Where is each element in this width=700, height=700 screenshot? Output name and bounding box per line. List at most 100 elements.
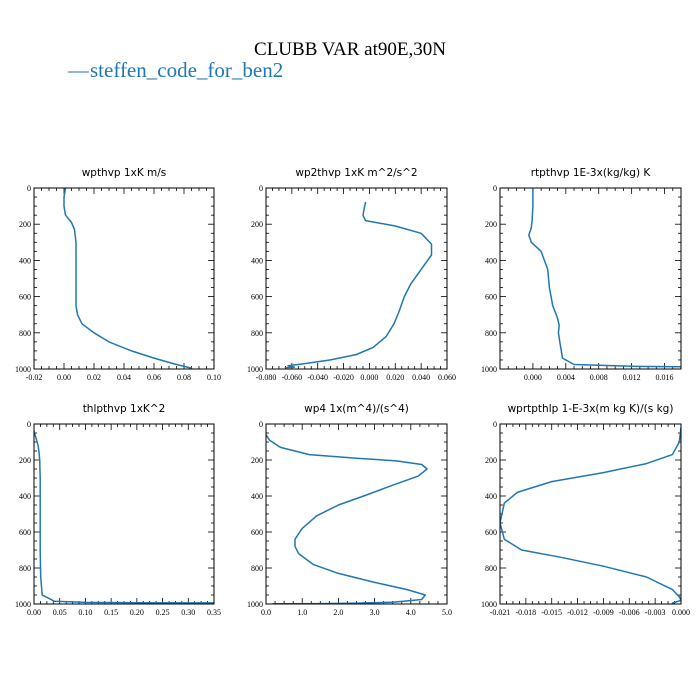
plot-frame — [33, 187, 215, 370]
panel-1: wpthvp 1xK m/s -0.02 0.00 0.02 0.04 0.06 0.08 0… — [15, 167, 221, 382]
panel-title: wpthvp 1xK m/s — [82, 167, 167, 179]
x-tick-label: 0.08 — [177, 373, 191, 382]
panel-2: wp2thvp 1xK m^2/s^2 -0.080 -0.060 -0.040 -0.… — [247, 167, 456, 382]
series-line-1 — [266, 434, 428, 604]
x-tick-label: 0.016 — [656, 373, 674, 382]
x-tick-label: 3.0 — [370, 608, 380, 617]
y-tick-label: 200 — [485, 456, 497, 465]
x-tick-label: 0.000 — [672, 608, 690, 617]
x-tick-label: 0.0 — [261, 608, 271, 617]
y-tick-label: 0 — [27, 420, 31, 429]
x-tick-label: 0.008 — [590, 373, 608, 382]
y-tick-label: 0 — [493, 184, 497, 193]
y-tick-label: 400 — [19, 256, 31, 265]
x-tick-label: 0.35 — [207, 608, 221, 617]
panel-3: rtpthvp 1E-3x(kg/kg) K 0.000 0.004 0.008 0.0… — [481, 167, 682, 382]
x-tick-label: -0.020 — [333, 373, 354, 382]
x-tick-label: 0.10 — [207, 373, 221, 382]
plot-frame — [499, 423, 682, 605]
y-tick-label: 400 — [251, 256, 263, 265]
y-tick-label: 1000 — [481, 365, 497, 374]
x-tick-label: -0.006 — [619, 608, 640, 617]
y-tick-label: 1000 — [481, 600, 497, 609]
x-tick-label: 0.020 — [386, 373, 404, 382]
y-tick-label: 600 — [485, 528, 497, 537]
y-tick-label: 200 — [251, 456, 263, 465]
x-tick-label: -0.015 — [541, 608, 562, 617]
x-tick-label: 0.30 — [181, 608, 195, 617]
x-tick-label: -0.021 — [490, 608, 511, 617]
plot-frame — [499, 187, 682, 370]
y-tick-label: 0 — [27, 184, 31, 193]
x-tick-label: 0.00 — [27, 608, 41, 617]
x-tick-label: -0.012 — [567, 608, 588, 617]
y-tick-label: 400 — [485, 256, 497, 265]
y-tick-label: 800 — [251, 564, 263, 573]
y-tick-label: 800 — [19, 564, 31, 573]
series-line-1 — [528, 188, 681, 368]
x-tick-label: 0.000 — [524, 373, 542, 382]
x-tick-label: -0.060 — [282, 373, 303, 382]
y-tick-label: 1000 — [15, 600, 31, 609]
y-tick-label: 800 — [251, 329, 263, 338]
y-tick-label: 0 — [259, 420, 263, 429]
x-tick-label: 0.004 — [557, 373, 575, 382]
y-tick-label: 200 — [485, 220, 497, 229]
panel-title: rtpthvp 1E-3x(kg/kg) K — [531, 167, 652, 179]
legend-label: steffen_code_for_ben2 — [90, 58, 283, 82]
y-tick-label: 600 — [251, 528, 263, 537]
y-tick-label: 200 — [19, 220, 31, 229]
x-tick-label: 0.040 — [412, 373, 430, 382]
y-tick-label: 1000 — [247, 365, 263, 374]
y-tick-label: 400 — [251, 492, 263, 501]
x-tick-label: 0.00 — [57, 373, 71, 382]
y-tick-label: 600 — [19, 528, 31, 537]
x-tick-label: -0.003 — [645, 608, 666, 617]
series-line-1 — [500, 426, 681, 604]
panel-title: wp4 1x(m^4)/(s^4) — [304, 403, 409, 415]
y-tick-label: 0 — [493, 420, 497, 429]
y-tick-label: 600 — [19, 293, 31, 302]
y-tick-label: 200 — [19, 456, 31, 465]
chart-panels: wpthvp 1xK m/s-0.02 0.00 0.02 0.04 0.06 0.08 0… — [15, 167, 690, 617]
y-tick-label: 800 — [485, 329, 497, 338]
x-tick-label: 0.15 — [104, 608, 118, 617]
x-tick-label: 2.0 — [333, 608, 343, 617]
panel-4: thlpthvp 1xK^2 0.00 0.05 0.10 0.15 0.20 0.25 0.… — [15, 403, 221, 617]
plot-frame — [33, 423, 215, 605]
panel-6: wprtpthlp 1-E-3x(m kg K)/(s kg) -0.021 -0.… — [481, 403, 690, 617]
y-tick-label: 400 — [19, 492, 31, 501]
panel-title: wprtpthlp 1-E-3x(m kg K)/(s kg) — [508, 403, 674, 415]
y-tick-label: 1000 — [15, 365, 31, 374]
y-tick-label: 800 — [485, 564, 497, 573]
x-tick-label: -0.080 — [256, 373, 277, 382]
legend-symbol: — — [67, 58, 90, 82]
legend: — steffen_code_for_ben2 — [67, 58, 283, 82]
x-tick-label: 0.06 — [147, 373, 161, 382]
y-tick-label: 600 — [485, 293, 497, 302]
y-tick-label: 200 — [251, 220, 263, 229]
x-tick-label: 0.012 — [623, 373, 641, 382]
x-tick-label: 0.20 — [130, 608, 144, 617]
figure-title: CLUBB VAR at90E,30N — [254, 39, 446, 60]
x-tick-label: -0.009 — [593, 608, 614, 617]
x-tick-label: -0.018 — [516, 608, 537, 617]
x-tick-label: 5.0 — [442, 608, 452, 617]
panel-title: thlpthvp 1xK^2 — [83, 403, 166, 415]
x-tick-label: 4.0 — [406, 608, 416, 617]
y-tick-label: 400 — [485, 492, 497, 501]
series-line-1 — [63, 188, 193, 369]
plot-frame — [265, 187, 448, 370]
series-line-1 — [34, 430, 214, 604]
x-tick-label: 0.060 — [438, 373, 456, 382]
y-tick-label: 800 — [19, 329, 31, 338]
panel-title: wp2thvp 1xK m^2/s^2 — [295, 167, 417, 179]
plot-frame — [265, 423, 448, 605]
x-tick-label: 1.0 — [297, 608, 307, 617]
series-line-1 — [284, 201, 433, 369]
x-tick-label: 0.10 — [78, 608, 92, 617]
panel-5: wp4 1x(m^4)/(s^4) 0.0 1.0 2.0 3.0 4.0 5.0 0 200 4… — [247, 403, 452, 617]
y-tick-label: 1000 — [247, 600, 263, 609]
x-tick-label: 0.25 — [156, 608, 170, 617]
